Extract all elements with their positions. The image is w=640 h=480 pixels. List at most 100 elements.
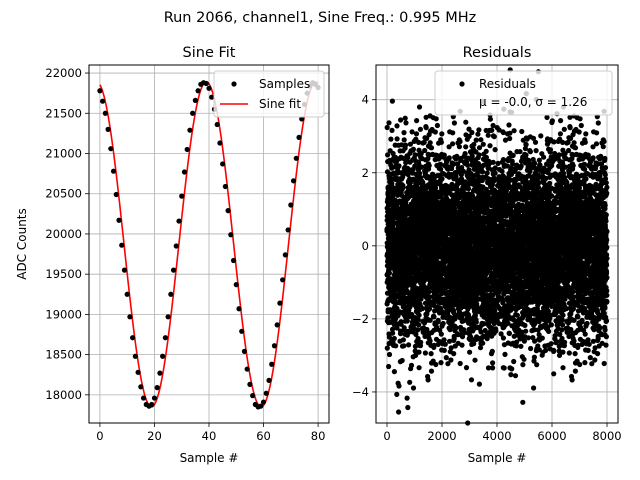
residual-point <box>517 149 523 155</box>
sine-fit-line <box>99 81 319 408</box>
sample-point <box>250 393 256 399</box>
residual-point <box>417 170 423 176</box>
sample-point <box>228 232 234 238</box>
residual-point <box>386 120 392 126</box>
residual-point <box>401 130 407 136</box>
sample-point <box>105 126 111 132</box>
sample-point <box>195 88 201 94</box>
sample-point <box>217 140 223 146</box>
sample-point <box>130 335 136 341</box>
sample-point <box>239 328 245 334</box>
y-tick-label: 19500 <box>45 267 82 281</box>
residual-point <box>421 139 427 145</box>
residual-point <box>500 335 506 341</box>
residual-point <box>469 129 475 136</box>
residual-point <box>446 155 452 161</box>
residual-point <box>489 348 495 354</box>
sample-point <box>230 257 237 264</box>
residual-point <box>415 327 421 333</box>
sample-point <box>140 395 147 401</box>
residual-point <box>476 152 482 158</box>
residual-point <box>385 315 391 321</box>
residual-point <box>408 362 415 368</box>
residual-point <box>452 316 458 322</box>
residual-point <box>415 335 421 342</box>
sample-point <box>236 306 242 312</box>
residual-point <box>390 150 396 157</box>
sample-point <box>260 399 267 405</box>
sample-point <box>269 361 275 367</box>
residual-point <box>438 331 444 337</box>
residual-point <box>425 182 431 188</box>
residual-point <box>399 357 405 364</box>
sample-point <box>124 291 130 297</box>
residual-point <box>389 326 396 332</box>
residual-point <box>457 360 463 367</box>
residual-point <box>489 127 495 133</box>
sine-fit-ticks: 0 20 40 60 801800018500190001950020000205002… <box>45 66 325 443</box>
sample-point <box>271 343 278 349</box>
residual-point <box>501 365 507 371</box>
residual-point <box>412 152 418 158</box>
residual-point <box>483 148 489 154</box>
sample-point <box>225 208 231 214</box>
y-tick-label: 19000 <box>45 307 82 321</box>
residual-point <box>463 365 470 371</box>
residual-point <box>424 135 430 141</box>
sample-point <box>149 401 155 408</box>
sample-point <box>165 314 171 320</box>
sample-point <box>247 381 253 387</box>
sample-point <box>203 80 209 87</box>
residual-point <box>410 146 416 152</box>
residual-point <box>394 391 400 397</box>
sine-fit-title: Sine Fit <box>183 45 236 61</box>
residual-point <box>453 325 459 331</box>
residual-point <box>493 328 499 334</box>
residual-point <box>389 127 395 133</box>
residual-point <box>475 131 481 137</box>
residual-point <box>416 104 423 110</box>
residual-point <box>448 357 454 363</box>
residual-point <box>439 176 445 182</box>
sample-point <box>97 88 103 94</box>
residual-point <box>390 330 396 336</box>
residual-point <box>451 120 457 126</box>
residual-point <box>440 320 446 327</box>
residual-point <box>487 143 493 149</box>
sample-point <box>160 353 166 359</box>
residual-point <box>399 142 405 148</box>
residual-point <box>417 126 423 132</box>
sample-point <box>290 178 297 184</box>
residual-point <box>393 343 399 349</box>
residual-point <box>401 137 407 143</box>
sample-point <box>132 353 138 359</box>
residual-point <box>434 122 440 129</box>
residual-point <box>391 335 397 342</box>
sample-point <box>162 335 168 341</box>
residual-point <box>450 141 456 147</box>
residual-point <box>479 169 486 175</box>
sample-point <box>299 116 305 122</box>
residual-point <box>450 130 456 136</box>
residual-point <box>384 124 390 131</box>
residual-point <box>384 169 391 175</box>
sample-point <box>209 94 215 100</box>
residual-point <box>485 132 491 138</box>
residual-point <box>468 377 475 383</box>
residual-point <box>451 351 457 357</box>
residual-point <box>484 336 490 342</box>
sample-point <box>170 267 177 273</box>
residual-point <box>512 373 519 379</box>
residual-point <box>396 383 402 389</box>
residual-point <box>416 322 422 328</box>
residual-point <box>465 186 472 192</box>
residual-point <box>480 340 486 346</box>
residuals-marks <box>384 67 610 426</box>
sample-point <box>138 384 144 390</box>
residuals-title: Residuals <box>463 45 532 61</box>
residual-point <box>386 363 392 370</box>
residual-point <box>463 144 469 150</box>
figure-title: Run 2066, channel1, Sine Freq.: 0.995 MH… <box>164 10 477 26</box>
x-tick-label: 0 <box>96 429 103 443</box>
residual-point <box>422 350 428 356</box>
